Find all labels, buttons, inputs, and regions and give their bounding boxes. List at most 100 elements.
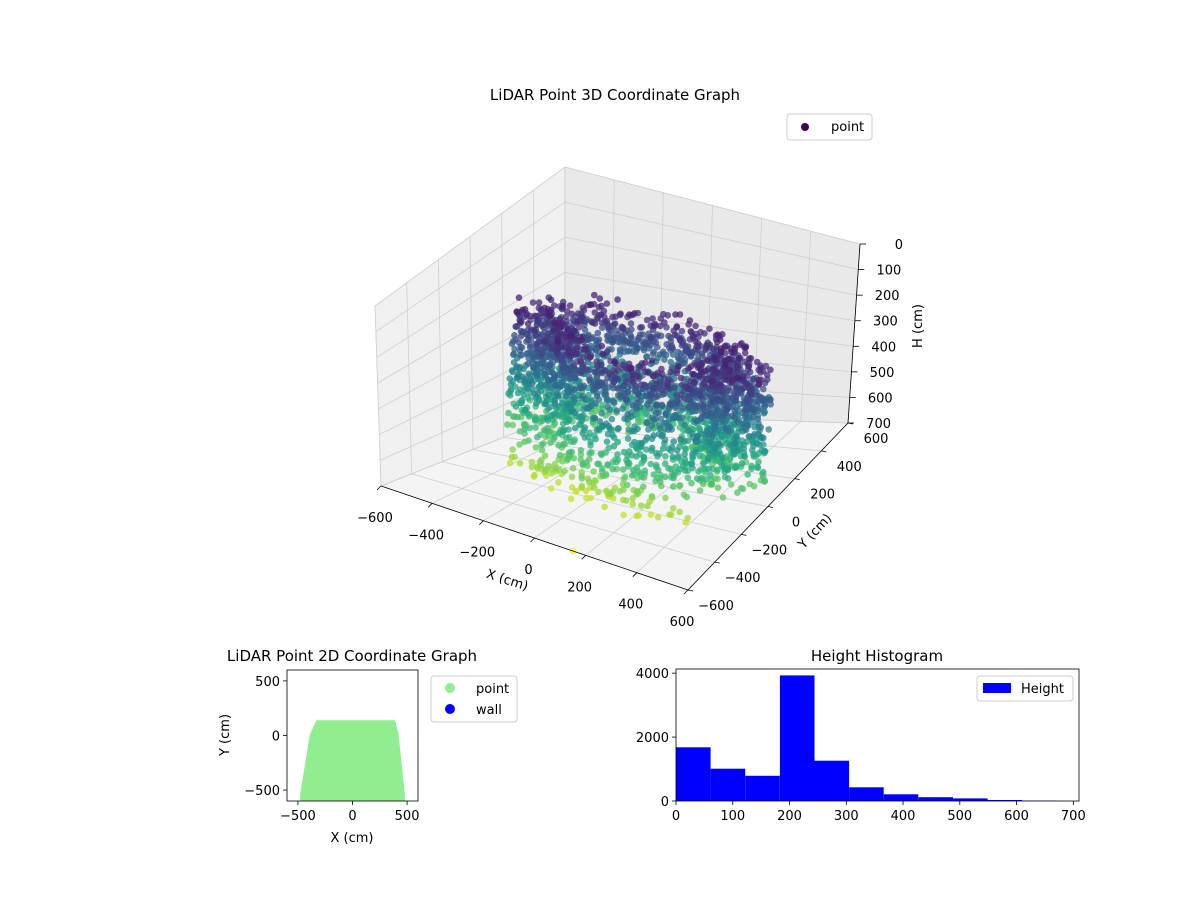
data-point-3d xyxy=(624,435,632,443)
data-point-3d xyxy=(506,459,514,467)
data-point-3d xyxy=(579,430,586,437)
data-point-3d xyxy=(711,425,718,432)
data-point-3d xyxy=(592,341,600,348)
data-point-3d xyxy=(594,363,601,370)
data-point-3d xyxy=(629,500,636,508)
data-point-3d xyxy=(669,453,677,461)
data-point-3d xyxy=(589,319,596,326)
data-point-3d xyxy=(750,453,758,460)
data-point-3d xyxy=(534,360,542,367)
data-point-3d xyxy=(626,311,633,318)
data-point-3d xyxy=(684,514,692,522)
data-point-3d xyxy=(581,326,589,334)
data-point-3d xyxy=(586,353,593,361)
data-point-3d xyxy=(591,415,598,422)
data-point-3d xyxy=(579,460,587,468)
data-point-3d xyxy=(624,410,631,418)
data-point-3d xyxy=(611,375,619,382)
y-axis-label-3d: Y (cm) xyxy=(795,511,835,553)
y-tick-3d xyxy=(687,589,694,592)
data-point-3d xyxy=(640,344,648,352)
data-point-3d xyxy=(673,369,681,377)
data-point-3d xyxy=(697,366,704,373)
data-point-3d xyxy=(537,306,545,314)
x-tick-label-3d: 200 xyxy=(567,580,592,595)
data-point-3d xyxy=(678,342,686,349)
x-tick-label-histogram: 100 xyxy=(720,809,745,824)
data-point-3d xyxy=(688,460,696,467)
data-point-3d xyxy=(683,493,691,501)
data-point-3d xyxy=(545,368,553,376)
legend-swatch-height xyxy=(983,683,1011,693)
data-point-3d xyxy=(732,439,740,447)
data-point-3d xyxy=(514,413,521,421)
ticks-histogram: 0 100 200 300 400 500 600 700 0 2000 4000 xyxy=(636,667,1086,824)
grid-line-y-wall xyxy=(406,282,413,474)
data-point-3d xyxy=(551,319,558,327)
data-point-3d xyxy=(644,368,652,376)
data-point-3d xyxy=(509,421,516,429)
data-point-3d xyxy=(642,436,649,444)
data-point-3d xyxy=(765,426,772,433)
x-tick-3d xyxy=(683,589,689,595)
data-point-3d xyxy=(604,462,612,469)
data-point-3d xyxy=(707,378,715,385)
data-point-3d xyxy=(635,468,642,476)
data-point-3d xyxy=(619,405,626,413)
data-point-3d xyxy=(760,468,767,476)
data-point-3d xyxy=(579,392,587,400)
data-point-3d xyxy=(682,445,689,452)
data-point-3d xyxy=(728,379,736,387)
data-point-3d xyxy=(532,331,540,339)
x-tick-label-3d: −200 xyxy=(459,546,495,561)
data-point-3d xyxy=(680,427,687,434)
grid-line-x-wall xyxy=(800,231,812,422)
data-point-3d xyxy=(521,438,528,446)
data-point-3d xyxy=(613,407,621,415)
data-point-3d xyxy=(527,342,534,349)
data-point-3d xyxy=(545,462,552,470)
data-point-3d xyxy=(606,370,613,377)
data-point-3d xyxy=(597,311,605,319)
data-point-3d xyxy=(689,370,696,378)
y-tick-label-2d: 500 xyxy=(255,675,280,690)
data-point-3d xyxy=(547,439,554,446)
data-point-3d xyxy=(547,485,555,492)
data-point-3d xyxy=(520,365,527,373)
data-point-3d xyxy=(702,476,710,483)
data-point-3d xyxy=(638,324,646,331)
data-point-3d xyxy=(542,427,549,435)
data-point-3d xyxy=(580,382,588,390)
data-point-3d xyxy=(541,400,548,408)
data-point-3d xyxy=(625,426,633,433)
data-point-3d xyxy=(647,511,655,518)
data-point-3d xyxy=(755,392,763,400)
data-point-3d xyxy=(656,425,664,432)
data-point-3d xyxy=(745,363,753,371)
data-point-3d xyxy=(694,433,701,440)
data-point-3d xyxy=(686,350,693,357)
data-point-3d xyxy=(565,416,573,424)
data-point-3d xyxy=(556,451,564,459)
data-point-3d xyxy=(646,405,654,412)
data-point-3d xyxy=(577,447,585,454)
data-point-3d xyxy=(607,490,614,498)
data-point-3d xyxy=(661,356,668,363)
data-point-3d xyxy=(590,468,597,475)
z-axis-line xyxy=(847,243,861,424)
data-point-3d xyxy=(586,376,593,384)
data-point-3d xyxy=(761,403,768,411)
data-point-3d xyxy=(755,398,763,405)
z-tick-label-3d: 700 xyxy=(866,417,891,432)
data-point-3d xyxy=(762,362,770,370)
data-point-3d xyxy=(620,511,627,519)
data-point-3d xyxy=(540,362,548,370)
data-point-3d xyxy=(714,484,722,492)
y-tick-label-3d: −200 xyxy=(751,543,787,558)
data-point-3d xyxy=(732,393,740,401)
data-point-3d xyxy=(755,407,762,414)
x-tick-3d xyxy=(479,520,484,525)
data-point-3d xyxy=(748,391,755,398)
y-tick-label-3d: 400 xyxy=(837,460,862,475)
data-point-3d xyxy=(738,460,746,467)
